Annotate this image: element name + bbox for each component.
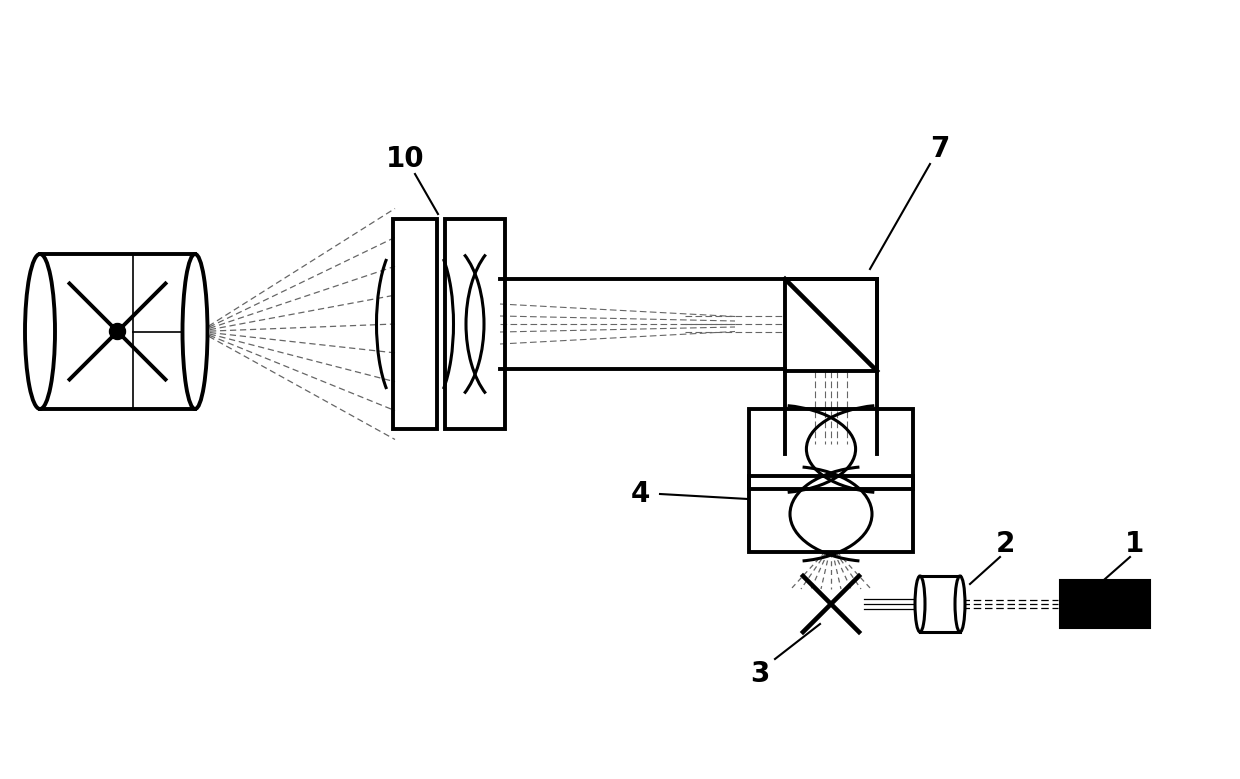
Ellipse shape [25,254,55,409]
Text: 7: 7 [930,135,950,163]
Text: 10: 10 [386,145,424,173]
Text: 3: 3 [750,660,770,688]
Bar [393,219,436,429]
Ellipse shape [182,254,207,409]
Bar [1060,580,1149,628]
Text: 1: 1 [1126,530,1145,558]
Bar [40,254,195,409]
Bar [920,576,960,632]
Bar [445,219,505,429]
Bar [785,279,877,371]
Ellipse shape [955,576,965,632]
Bar [749,409,913,489]
Ellipse shape [915,576,925,632]
Text: 2: 2 [996,530,1014,558]
Circle shape [109,323,125,340]
Bar [749,476,913,552]
Text: 4: 4 [630,480,650,508]
